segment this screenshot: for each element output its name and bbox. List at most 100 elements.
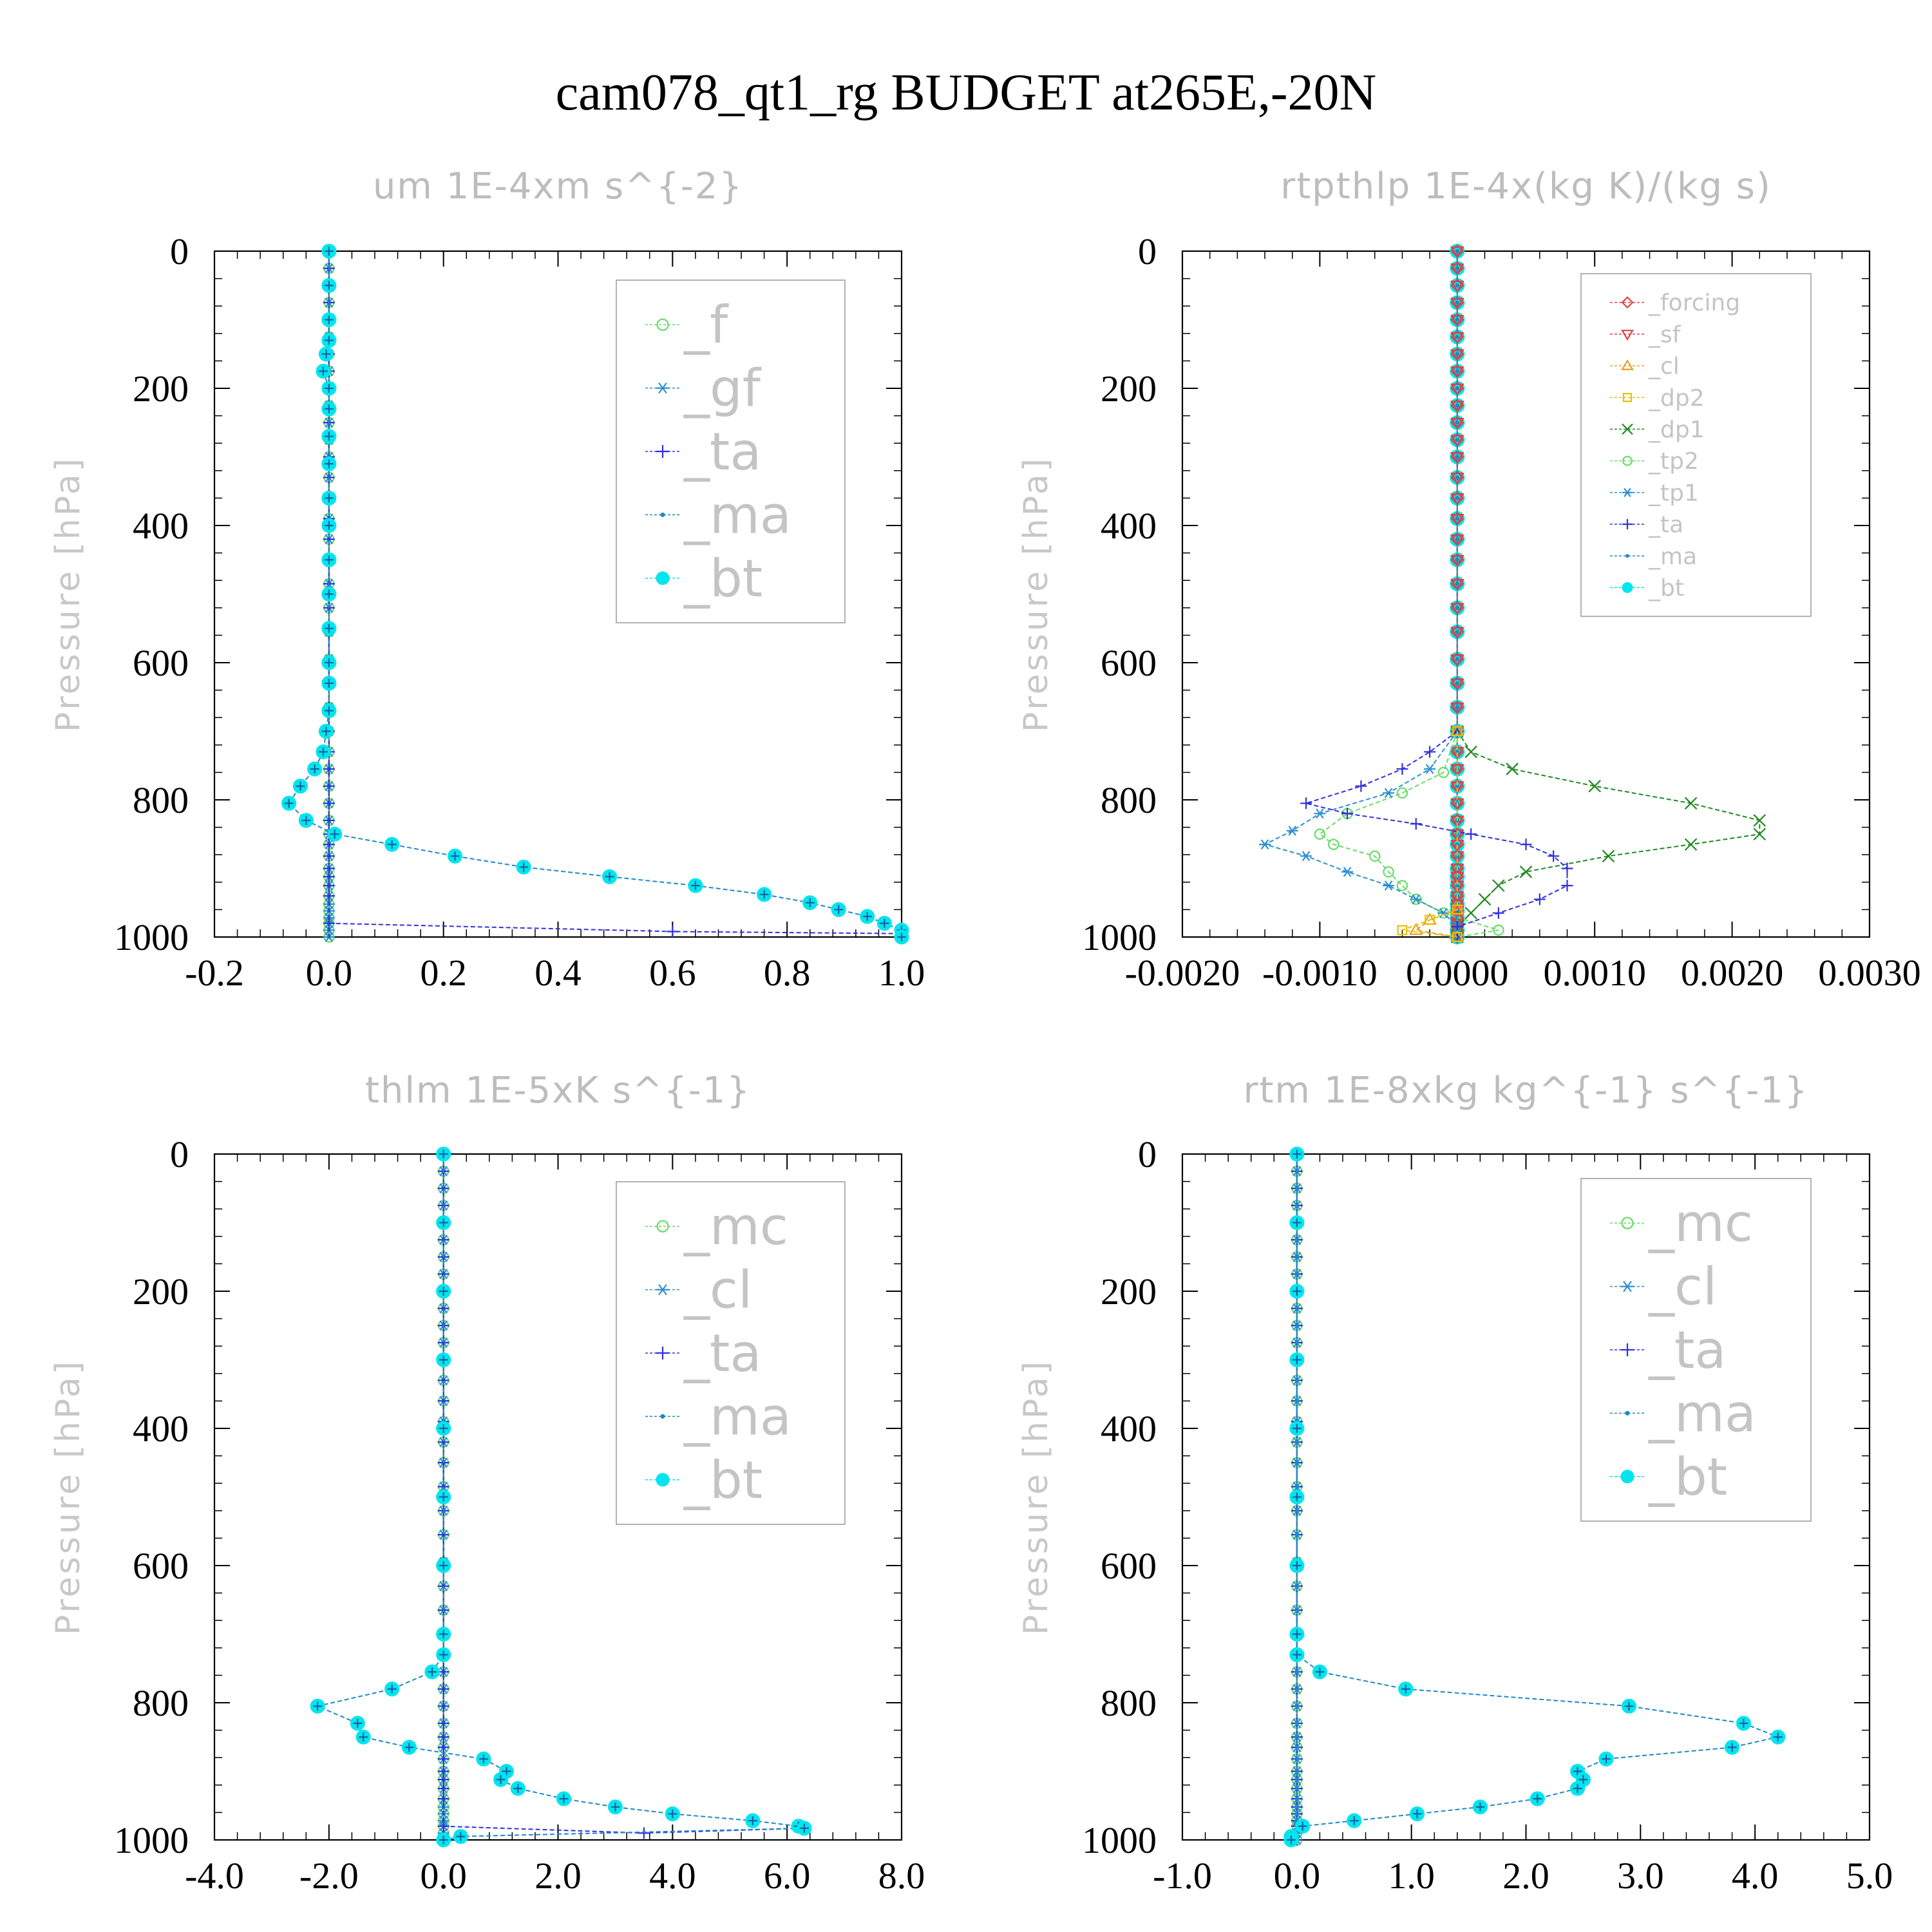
data-point — [1452, 932, 1463, 942]
legend-marker — [1622, 455, 1633, 466]
data-point — [638, 1827, 650, 1839]
data-point — [1455, 403, 1459, 408]
data-point — [1561, 880, 1573, 892]
data-point-overlay — [404, 1743, 414, 1752]
y-axis-label: Pressure [hPa] — [49, 456, 88, 732]
data-point-overlay — [1349, 1816, 1359, 1826]
data-point — [1455, 455, 1459, 459]
data-point-overlay — [324, 555, 334, 565]
data-point — [1455, 750, 1459, 754]
data-point-overlay — [799, 1823, 809, 1833]
series_bt — [310, 1146, 812, 1848]
data-point-overlay — [318, 747, 328, 757]
data-point — [1294, 1532, 1299, 1537]
data-point-overlay — [439, 1835, 448, 1844]
data-point-overlay — [1601, 1754, 1611, 1764]
data-point — [1294, 1735, 1299, 1739]
data-point — [1450, 435, 1464, 448]
data-point-overlay — [330, 829, 339, 839]
data-point — [1383, 866, 1394, 878]
legend-entry_ma: _ma — [645, 1387, 791, 1446]
data-point — [1533, 893, 1546, 905]
data-point-overlay — [324, 404, 334, 413]
legend-marker — [656, 445, 669, 458]
data-point — [1455, 883, 1459, 888]
data-point-overlay — [1292, 1218, 1302, 1227]
data-point — [1684, 797, 1698, 810]
data-point — [1425, 914, 1435, 925]
data-point — [1396, 787, 1408, 799]
legend-label: _dp2 — [1648, 385, 1705, 412]
series-line — [1303, 730, 1568, 937]
legend-label: _f — [683, 295, 729, 355]
legend-entry_bt: _bt — [1610, 1447, 1727, 1507]
data-point — [437, 1683, 450, 1695]
x-tick-label: 0.6 — [649, 952, 696, 994]
legend-entry_gf: _gf — [645, 359, 762, 419]
data-point-overlay — [1739, 1718, 1748, 1728]
panel-title: thlm 1E-5xK s^{-1} — [365, 1070, 751, 1112]
x-tick-label: -0.0010 — [1262, 952, 1378, 994]
data-point — [1410, 894, 1422, 905]
data-point — [1455, 352, 1459, 356]
data-point-overlay — [439, 1287, 448, 1296]
data-point — [323, 890, 335, 902]
y-tick-label: 800 — [133, 779, 189, 821]
plot-frame — [1181, 250, 1871, 938]
data-point — [1294, 1687, 1299, 1691]
data-point — [1437, 766, 1450, 779]
data-point — [1294, 1812, 1299, 1816]
data-point — [1455, 266, 1459, 270]
data-point-overlay — [324, 623, 334, 633]
data-point — [1450, 383, 1464, 396]
data-point-overlay — [439, 1629, 448, 1639]
data-point-overlay — [324, 493, 334, 503]
panel-rtpthlp: rtpthlp 1E-4x(kg K)/(kg s) Pressure [hPa]… — [1017, 166, 1921, 994]
data-point — [1294, 1804, 1299, 1810]
data-point-overlay — [1292, 1561, 1302, 1570]
data-point-overlay — [313, 1701, 323, 1711]
legend-entry_cl: _cl — [645, 1260, 752, 1320]
data-point-overlay — [450, 851, 460, 861]
y-tick-label: 600 — [1101, 642, 1157, 684]
data-point — [1294, 1786, 1299, 1791]
data-point — [1259, 839, 1271, 850]
data-point — [1383, 880, 1395, 891]
legend-label: _ma — [1648, 1383, 1756, 1443]
data-point-overlay — [324, 521, 334, 530]
data-point — [1455, 705, 1459, 710]
data-point-overlay — [439, 1561, 448, 1570]
data-point-overlay — [321, 726, 331, 736]
data-point-overlay — [1298, 1821, 1307, 1831]
legend-marker — [656, 1283, 669, 1296]
legend-label: _cl — [683, 1260, 752, 1320]
x-tick-label: 8.0 — [878, 1855, 925, 1897]
data-point — [1341, 866, 1354, 877]
data-point-overlay — [805, 898, 815, 907]
data-point-overlay — [496, 1775, 506, 1785]
data-point-overlay — [748, 1816, 757, 1826]
data-point — [1455, 681, 1459, 686]
legend-entry_bt: _bt — [1610, 575, 1684, 601]
legend-marker — [1622, 519, 1633, 529]
legend-entry_f: _f — [645, 295, 729, 355]
data-point-overlay — [324, 706, 334, 715]
x-tick-label: 4.0 — [1732, 1855, 1779, 1897]
data-point-overlay — [318, 366, 328, 376]
legend-marker — [1620, 1470, 1634, 1484]
x-tick-label: 0.4 — [535, 952, 582, 994]
panel-title: rtm 1E-8xkg kg^{-1} s^{-1} — [1243, 1070, 1808, 1112]
data-point — [1294, 1378, 1299, 1383]
legend-entry_ta: _ta — [1610, 1320, 1726, 1380]
legend-entry_cl: _cl — [1610, 1257, 1717, 1317]
data-point-overlay — [1286, 1835, 1296, 1844]
data-point — [1455, 475, 1459, 480]
x-tick-label: -1.0 — [1153, 1855, 1212, 1897]
data-point — [1294, 1669, 1299, 1674]
legend-marker — [1621, 1280, 1634, 1293]
data-point — [1294, 1704, 1299, 1709]
data-point — [1455, 249, 1459, 254]
data-point — [667, 925, 679, 938]
y-tick-label: 0 — [1138, 231, 1157, 272]
legend-marker — [1622, 582, 1633, 593]
